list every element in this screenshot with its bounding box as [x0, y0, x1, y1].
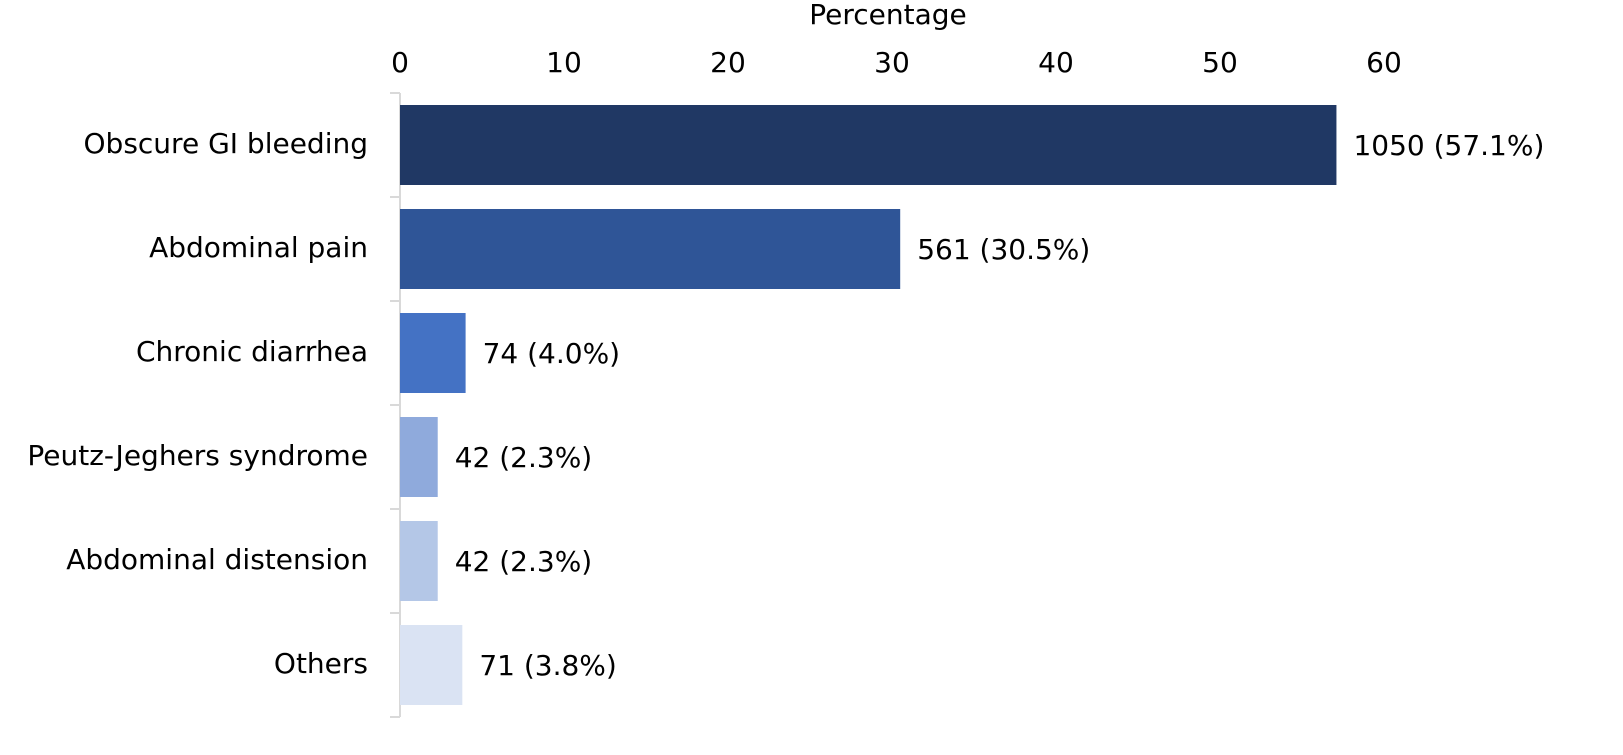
value-label: 1050 (57.1%) — [1353, 129, 1544, 162]
y-tick-label: Obscure GI bleeding — [84, 127, 369, 160]
x-tick-label: 60 — [1366, 46, 1402, 79]
bar — [400, 209, 901, 289]
y-tick-label: Abdominal pain — [149, 231, 368, 264]
bar — [400, 625, 463, 705]
value-label: 561 (30.5%) — [917, 233, 1090, 266]
x-tick-label: 20 — [710, 46, 746, 79]
value-label: 42 (2.3%) — [455, 545, 593, 578]
y-tick-label: Abdominal distension — [66, 543, 368, 576]
bar — [400, 417, 438, 497]
bar — [400, 105, 1337, 185]
x-tick-label: 50 — [1202, 46, 1238, 79]
bar — [400, 521, 438, 601]
y-tick-label: Chronic diarrhea — [136, 335, 368, 368]
x-tick-label: 10 — [546, 46, 582, 79]
value-label: 74 (4.0%) — [483, 337, 621, 370]
y-tick-label: Peutz-Jeghers syndrome — [27, 439, 368, 472]
value-label: 42 (2.3%) — [455, 441, 593, 474]
value-label: 71 (3.8%) — [479, 649, 617, 682]
x-tick-label: 0 — [391, 46, 409, 79]
y-tick-label: Others — [274, 647, 368, 680]
x-tick-label: 40 — [1038, 46, 1074, 79]
x-axis-title: Percentage — [809, 0, 967, 31]
x-tick-label: 30 — [874, 46, 910, 79]
bar — [400, 313, 466, 393]
